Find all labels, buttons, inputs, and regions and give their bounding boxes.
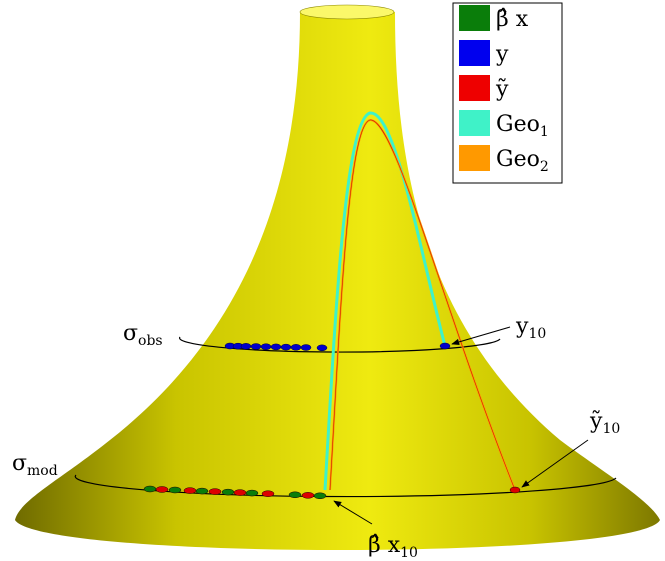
point	[208, 488, 222, 495]
annotation-label-sub: 10	[400, 545, 418, 561]
point	[221, 488, 235, 496]
point	[288, 491, 302, 499]
annotation-label-main: σ	[12, 451, 27, 476]
arrow	[521, 439, 589, 488]
legend-label-main: Geo	[496, 147, 540, 172]
legend-swatch	[459, 75, 490, 101]
point	[316, 344, 328, 352]
point	[240, 343, 252, 350]
legend-label: β̂ x	[496, 7, 529, 32]
point	[313, 492, 327, 500]
annotation-label-main: y	[515, 314, 529, 339]
point	[155, 486, 169, 493]
legend-swatch	[459, 110, 490, 136]
legend-label: y	[495, 42, 509, 67]
point	[301, 492, 315, 499]
point	[250, 343, 262, 350]
legend-label: Geo2	[496, 147, 549, 175]
sigma-obs-curve	[178, 336, 501, 353]
annotation-label-main: β̂ x	[368, 533, 401, 558]
point	[509, 486, 521, 494]
point	[300, 344, 312, 351]
legend-swatch	[459, 145, 490, 171]
legend-label-main: β̂ x	[496, 7, 529, 32]
geo1-curve	[323, 111, 447, 491]
point	[290, 344, 302, 351]
point	[280, 343, 292, 351]
legend-swatch	[459, 40, 490, 66]
annotation-label-sub: 10	[602, 421, 620, 437]
annotation-label-sub: 10	[528, 326, 546, 342]
legend-label: Geo1	[496, 112, 549, 140]
annotation-label: y10	[515, 314, 546, 342]
annotation-label: β̂ x10	[368, 533, 418, 561]
legend-label-main: Geo	[496, 112, 540, 137]
annotation-label-main: ỹ	[589, 409, 603, 434]
legend-label-sub: 2	[540, 159, 549, 175]
annotation-label-sub: obs	[138, 333, 163, 349]
point	[195, 487, 209, 495]
legend-label-main: y	[495, 42, 509, 67]
legend-swatch	[459, 5, 490, 31]
geo2-curve-edge	[329, 119, 516, 491]
point	[168, 486, 182, 494]
point	[260, 343, 272, 350]
arrow	[333, 500, 373, 525]
point	[143, 485, 157, 493]
legend-label: ỹ	[495, 77, 509, 102]
sample-points	[143, 342, 521, 500]
annotation-label: σmod	[12, 451, 58, 479]
legend-label-main: ỹ	[495, 77, 509, 102]
point	[245, 489, 259, 497]
arrow	[451, 326, 511, 346]
point	[439, 342, 451, 350]
point	[270, 343, 282, 351]
annotation-label-main: σ	[123, 321, 138, 346]
annotation-label: σobs	[123, 321, 163, 349]
point	[183, 487, 197, 494]
legend-label-sub: 1	[540, 124, 549, 140]
point	[233, 489, 247, 496]
annotation-label: ỹ10	[589, 409, 620, 437]
point	[261, 490, 275, 497]
annotation-label-sub: mod	[27, 463, 58, 479]
top-opening	[299, 4, 395, 20]
